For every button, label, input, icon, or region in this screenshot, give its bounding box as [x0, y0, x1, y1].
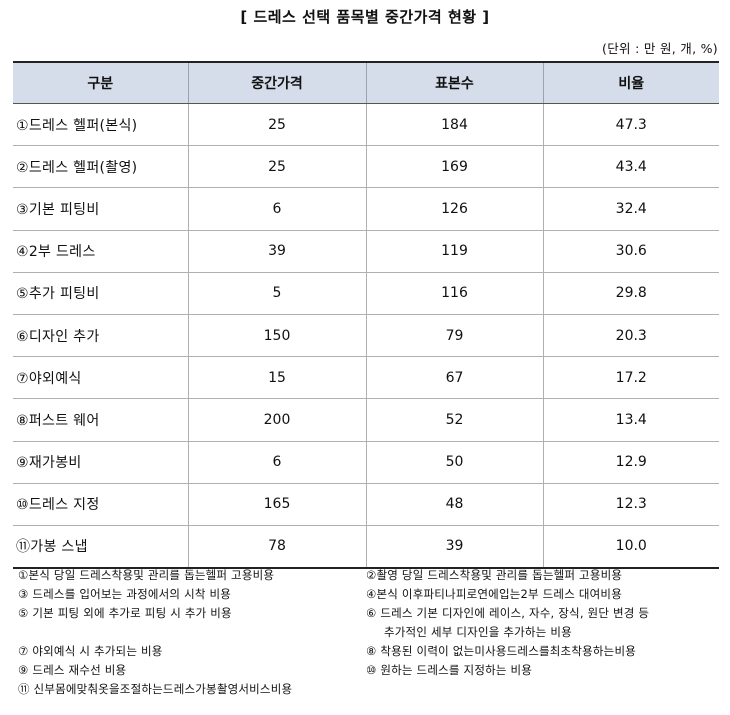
footnote-5: ⑤ 기본 피팅 외에 추가로 피팅 시 추가 비용: [18, 606, 232, 620]
table-row: ④2부 드레스 39 119 30.6: [13, 229, 719, 273]
row-price: 5: [187, 271, 366, 315]
row-item: ③기본 피팅비: [13, 187, 188, 231]
row-price: 150: [187, 313, 366, 357]
row-samples: 119: [365, 229, 543, 273]
row-price: 165: [187, 482, 366, 526]
row-ratio: 47.3: [542, 102, 719, 146]
row-item: ⑤추가 피팅비: [13, 271, 188, 315]
table-row: ⑩드레스 지정 165 48 12.3: [13, 482, 719, 526]
row-samples: 52: [365, 398, 543, 441]
row-price: 6: [187, 187, 366, 231]
row-price: 25: [187, 102, 366, 146]
row-samples: 79: [365, 313, 543, 357]
footnote-2: ②촬영 당일 드레스착용및 관리를 돕는헬퍼 고용비용: [366, 568, 623, 582]
footnote-1: ①본식 당일 드레스착용및 관리를 돕는헬퍼 고용비용: [18, 568, 275, 582]
row-item: ⑨재가봉비: [13, 440, 188, 484]
header-category: 구분: [13, 62, 188, 104]
row-samples: 50: [365, 440, 543, 484]
row-samples: 48: [365, 482, 543, 526]
row-price: 39: [187, 229, 366, 273]
row-item: ⑥디자인 추가: [13, 313, 188, 357]
row-item: ⑧퍼스트 웨어: [13, 398, 188, 441]
row-ratio: 10.0: [542, 524, 719, 569]
row-price: 15: [187, 356, 366, 399]
header-sample-count: 표본수: [365, 62, 543, 104]
page-title: [ 드레스 선택 품목별 중간가격 현황 ]: [240, 8, 490, 26]
footnote-3: ③ 드레스를 입어보는 과정에서의 시착 비용: [18, 587, 232, 601]
unit-label: (단위 : 만 원, 개, %): [602, 41, 718, 56]
row-ratio: 32.4: [542, 187, 719, 231]
row-price: 6: [187, 440, 366, 484]
table-row: ③기본 피팅비 6 126 32.4: [13, 187, 719, 231]
row-ratio: 20.3: [542, 313, 719, 357]
row-samples: 39: [365, 524, 543, 569]
header-ratio: 비율: [542, 62, 719, 104]
row-samples: 169: [365, 145, 543, 188]
footnote-7: ⑦ 야외예식 시 추가되는 비용: [18, 644, 163, 658]
footnotes: ①본식 당일 드레스착용및 관리를 돕는헬퍼 고용비용 ②촬영 당일 드레스착용…: [18, 566, 718, 699]
row-samples: 67: [365, 356, 543, 399]
row-item: ④2부 드레스: [13, 229, 188, 273]
footnote-6-line-1: ⑥ 드레스 기본 디자인에 레이스, 자수, 장식, 원단 변경 등: [366, 606, 650, 620]
row-item: ①드레스 헬퍼(본식): [13, 102, 188, 146]
row-ratio: 43.4: [542, 145, 719, 188]
footnote-6-line-2: 추가적인 세부 디자인을 추가하는 비용: [384, 625, 572, 639]
row-ratio: 29.8: [542, 271, 719, 315]
row-price: 200: [187, 398, 366, 441]
table-row: ⑨재가봉비 6 50 12.9: [13, 440, 719, 484]
footnote-4: ④본식 이후파티나피로연에입는2부 드레스 대여비용: [366, 587, 622, 601]
row-ratio: 12.9: [542, 440, 719, 484]
header-median-price: 중간가격: [187, 62, 366, 104]
footnote-10: ⑩ 원하는 드레스를 지정하는 비용: [366, 663, 533, 677]
table-row: ⑧퍼스트 웨어 200 52 13.4: [13, 398, 719, 441]
row-price: 78: [187, 524, 366, 569]
row-samples: 184: [365, 102, 543, 146]
footnote-8: ⑧ 착용된 이력이 없는미사용드레스를최초착용하는비용: [366, 644, 637, 658]
table-row: ⑦야외예식 15 67 17.2: [13, 356, 719, 399]
price-table: 구분 중간가격 표본수 비율 ①드레스 헬퍼(본식) 25 184 47.3 ②…: [13, 61, 719, 570]
table-row: ⑤추가 피팅비 5 116 29.8: [13, 271, 719, 315]
row-samples: 116: [365, 271, 543, 315]
row-ratio: 12.3: [542, 482, 719, 526]
footnote-6: ⑥ 드레스 기본 디자인에 레이스, 자수, 장식, 원단 변경 등 추가적인 …: [366, 604, 716, 642]
row-item: ⑩드레스 지정: [13, 482, 188, 526]
row-ratio: 13.4: [542, 398, 719, 441]
footnote-11: ⑪ 신부몸에맞춰옷을조절하는드레스가봉촬영서비스비용: [18, 682, 293, 696]
row-item: ②드레스 헬퍼(촬영): [13, 145, 188, 188]
row-ratio: 30.6: [542, 229, 719, 273]
table-row: ⑪가봉 스냅 78 39 10.0: [13, 524, 719, 569]
row-ratio: 17.2: [542, 356, 719, 399]
table-row: ②드레스 헬퍼(촬영) 25 169 43.4: [13, 145, 719, 188]
row-samples: 126: [365, 187, 543, 231]
table-header-row: 구분 중간가격 표본수 비율: [13, 62, 719, 104]
table-row: ①드레스 헬퍼(본식) 25 184 47.3: [13, 102, 719, 146]
row-item: ⑦야외예식: [13, 356, 188, 399]
row-price: 25: [187, 145, 366, 188]
row-item: ⑪가봉 스냅: [13, 524, 188, 569]
table-row: ⑥디자인 추가 150 79 20.3: [13, 313, 719, 357]
footnote-9: ⑨ 드레스 재수선 비용: [18, 663, 127, 677]
